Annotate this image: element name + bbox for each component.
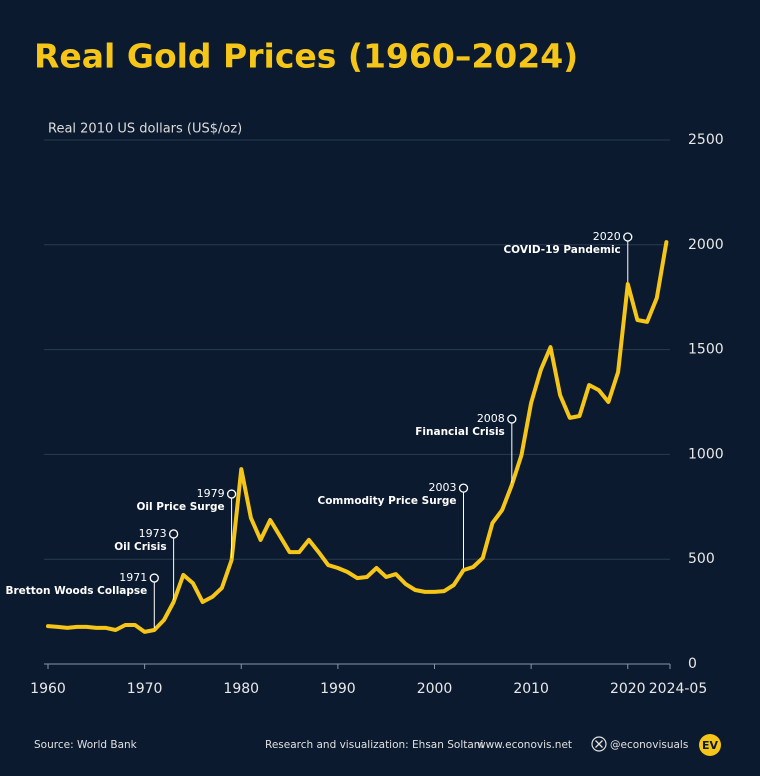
y-tick-label: 500 (688, 551, 715, 567)
x-tick-label: 1970 (127, 681, 163, 697)
annotation-marker (168, 529, 179, 539)
annotation-text: Oil Crisis (114, 541, 166, 553)
y-tick-label: 1000 (688, 446, 724, 462)
logo-text: EV (702, 739, 719, 752)
chart-title: Real Gold Prices (1960–2024) (34, 37, 578, 76)
annotation-marker (507, 414, 517, 424)
y-axis-label: Real 2010 US dollars (US$/oz) (48, 122, 242, 137)
x-tick-label: 1990 (320, 681, 356, 697)
y-tick-label: 2000 (688, 237, 724, 253)
annotation-text: Commodity Price Surge (318, 495, 457, 507)
annotation-year: 2008 (477, 412, 505, 425)
website: www.econovis.net (477, 739, 572, 751)
logo-badge (699, 734, 721, 756)
annotation-text: Bretton Woods Collapse (5, 585, 147, 597)
annotation-marker (226, 489, 237, 499)
x-icon-mark (595, 740, 603, 748)
x-tick-label: 2024-05 (649, 681, 708, 697)
annotation-year: 1971 (119, 571, 147, 584)
x-tick-label: 2020 (610, 681, 646, 697)
x-tick-label: 2010 (513, 681, 549, 697)
social-handle: @econovisuals (610, 739, 688, 751)
annotation-year: 2020 (593, 230, 621, 243)
annotation-text: COVID-19 Pandemic (503, 244, 620, 256)
annotation-year: 2003 (429, 481, 457, 494)
annotation-text: Financial Crisis (415, 426, 505, 438)
credit: Research and visualization: Ehsan Soltan… (265, 739, 483, 751)
annotation-marker (149, 573, 159, 583)
source: Source: World Bank (34, 739, 138, 751)
x-tick-label: 2000 (417, 681, 453, 697)
y-tick-label: 1500 (688, 342, 724, 358)
annotation-text: Oil Price Surge (136, 501, 224, 513)
price-line (46, 240, 669, 634)
y-tick-label: 0 (688, 656, 697, 672)
x-tick-label: 1960 (30, 681, 66, 697)
y-tick-label: 2500 (688, 132, 724, 148)
annotation-year: 1979 (197, 487, 225, 500)
annotation-marker (458, 483, 469, 493)
x-icon (591, 736, 607, 752)
annotation-year: 1973 (139, 527, 167, 540)
x-tick-label: 1980 (223, 681, 259, 697)
annotation-marker (623, 232, 633, 242)
